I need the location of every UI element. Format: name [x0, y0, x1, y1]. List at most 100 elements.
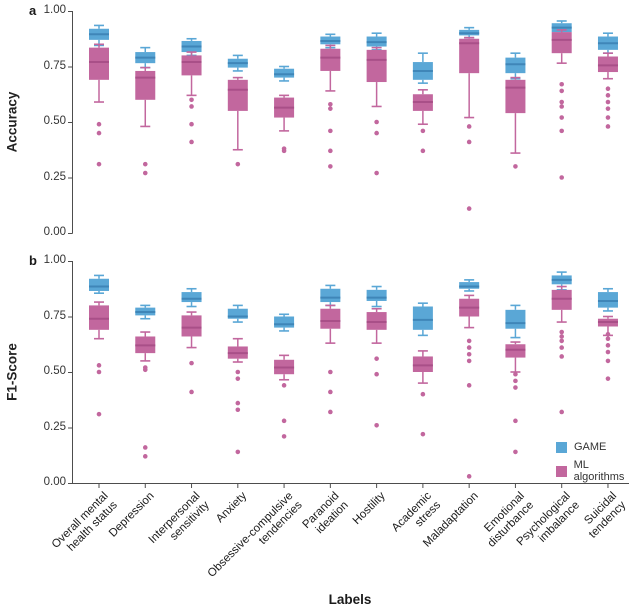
y-tick-label: 0.75: [43, 309, 66, 322]
outlier-dot: [96, 161, 102, 167]
box: [505, 344, 526, 358]
outlier-dot: [605, 331, 611, 337]
y-tick-label: 0.25: [43, 420, 66, 433]
outlier-dot: [142, 161, 148, 167]
box: [89, 47, 109, 80]
outlier-dot: [281, 434, 287, 439]
outlier-dot: [142, 445, 148, 450]
outlier-dot: [513, 378, 518, 384]
box: [459, 282, 480, 289]
box: [505, 309, 526, 329]
box: [227, 79, 248, 111]
outlier-dot: [189, 139, 194, 145]
outlier-dot: [605, 86, 611, 91]
box: [505, 57, 526, 74]
outlier-dot: [466, 345, 472, 350]
outlier-dot: [235, 376, 241, 381]
box: [412, 306, 433, 330]
outlier-dot: [605, 336, 611, 342]
outlier-dot: [235, 449, 241, 455]
outlier-dot: [281, 148, 287, 154]
outlier-dot: [559, 409, 564, 415]
outlier-dot: [466, 124, 472, 129]
outlier-dot: [189, 104, 194, 109]
x-axis-title: Labels: [328, 592, 372, 607]
outlier-dot: [328, 369, 333, 375]
outlier-dot: [420, 391, 426, 397]
outlier-dot: [466, 383, 472, 388]
legend-label-ml: ML algorithms: [573, 459, 625, 483]
outlier-dot: [281, 418, 287, 424]
legend-swatch-game: [556, 441, 567, 453]
outlier-dot: [559, 81, 564, 87]
outlier-dot: [374, 422, 379, 428]
outlier-dot: [605, 106, 611, 111]
box: [89, 305, 109, 330]
outlier-dot: [189, 389, 194, 395]
outlier-dot: [235, 161, 241, 167]
outlier-dot: [142, 170, 148, 176]
outlier-dot: [605, 349, 611, 355]
legend-item-game: GAME: [556, 441, 640, 453]
outlier-dot: [374, 371, 379, 377]
y-axis-title-accuracy: Accuracy: [4, 91, 20, 153]
y-tick-label: 0.75: [43, 59, 66, 72]
outlier-dot: [605, 124, 611, 129]
box: [597, 292, 618, 308]
outlier-dot: [96, 130, 102, 136]
outlier-dot: [559, 99, 564, 105]
legend-swatch-ml: [556, 465, 567, 477]
box: [366, 312, 387, 330]
y-tick-label: 0.50: [43, 365, 66, 377]
outlier-dot: [513, 371, 518, 377]
outlier-dot: [189, 121, 194, 127]
outlier-dot: [374, 119, 379, 125]
outlier-dot: [328, 164, 333, 169]
outlier-dot: [513, 449, 518, 455]
y-tick-label: 1.00: [43, 254, 66, 266]
outlier-dot: [605, 99, 611, 105]
y-tick-label: 0.50: [43, 115, 66, 127]
outlier-dot: [374, 356, 379, 361]
outlier-dot: [605, 93, 611, 98]
outlier-dot: [189, 97, 194, 103]
outlier-dot: [559, 345, 564, 350]
outlier-dot: [466, 351, 472, 357]
y-tick-label: 0.00: [43, 476, 66, 488]
outlier-dot: [559, 334, 564, 339]
box: [227, 308, 248, 319]
outlier-dot: [96, 411, 102, 417]
panel-a-letter: a: [29, 3, 37, 18]
box: [320, 48, 341, 71]
outlier-dot: [96, 369, 102, 375]
outlier-dot: [466, 338, 472, 344]
outlier-dot: [559, 329, 564, 335]
outlier-dot: [559, 115, 564, 120]
outlier-dot: [559, 88, 564, 94]
outlier-dot: [605, 358, 611, 364]
panel-b-letter: b: [29, 253, 37, 268]
box: [181, 315, 202, 337]
outlier-dot: [96, 121, 102, 127]
box: [551, 289, 572, 310]
outlier-dot: [235, 407, 241, 413]
outlier-dot: [328, 148, 333, 154]
box: [89, 278, 109, 291]
box: [274, 68, 295, 78]
y-axis-title-f1score: F1-Score: [4, 343, 20, 401]
outlier-dot: [605, 343, 611, 348]
box: [597, 56, 618, 73]
outlier-dot: [513, 164, 518, 169]
outlier-dot: [466, 206, 472, 211]
outlier-dot: [328, 101, 333, 107]
box: [135, 70, 156, 100]
outlier-dot: [559, 175, 564, 180]
y-tick-label: 0.00: [43, 226, 66, 238]
outlier-dot: [96, 363, 102, 368]
box: [366, 49, 387, 83]
outlier-dot: [513, 418, 518, 424]
outlier-dot: [328, 409, 333, 415]
outlier-dot: [466, 139, 472, 145]
box: [412, 356, 433, 372]
